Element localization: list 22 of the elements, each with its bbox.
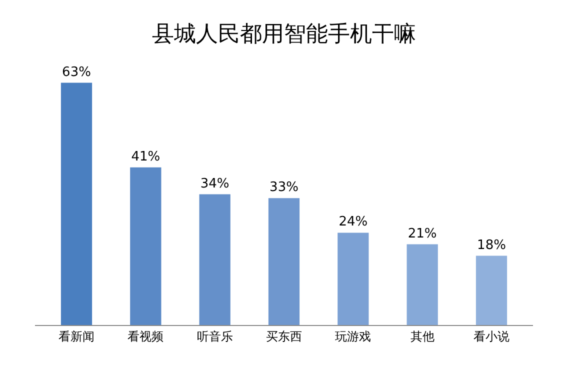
data-label: 34% <box>200 176 230 192</box>
x-tick-label: 其他 <box>410 329 434 344</box>
x-tick-label: 玩游戏 <box>335 329 372 344</box>
bar <box>406 244 438 325</box>
data-label: 21% <box>408 226 437 242</box>
data-label: 33% <box>270 180 298 196</box>
data-label: 63% <box>62 64 91 80</box>
chart-title: 县城人民都用智能手机干嘛 <box>152 22 416 47</box>
x-tick-label: 看小说 <box>474 329 510 344</box>
bar <box>130 167 162 325</box>
data-label: 18% <box>477 238 506 253</box>
x-tick-label: 看视频 <box>128 329 164 344</box>
bar <box>338 232 369 325</box>
bar <box>476 256 508 325</box>
bar <box>268 198 300 325</box>
x-tick-label: 看新闻 <box>58 329 94 344</box>
data-label: 41% <box>131 149 160 164</box>
data-label: 24% <box>338 214 368 230</box>
x-tick-label: 听音乐 <box>196 329 233 344</box>
x-tick-label: 买东西 <box>266 329 302 344</box>
bar <box>60 82 92 325</box>
bar <box>199 194 230 325</box>
